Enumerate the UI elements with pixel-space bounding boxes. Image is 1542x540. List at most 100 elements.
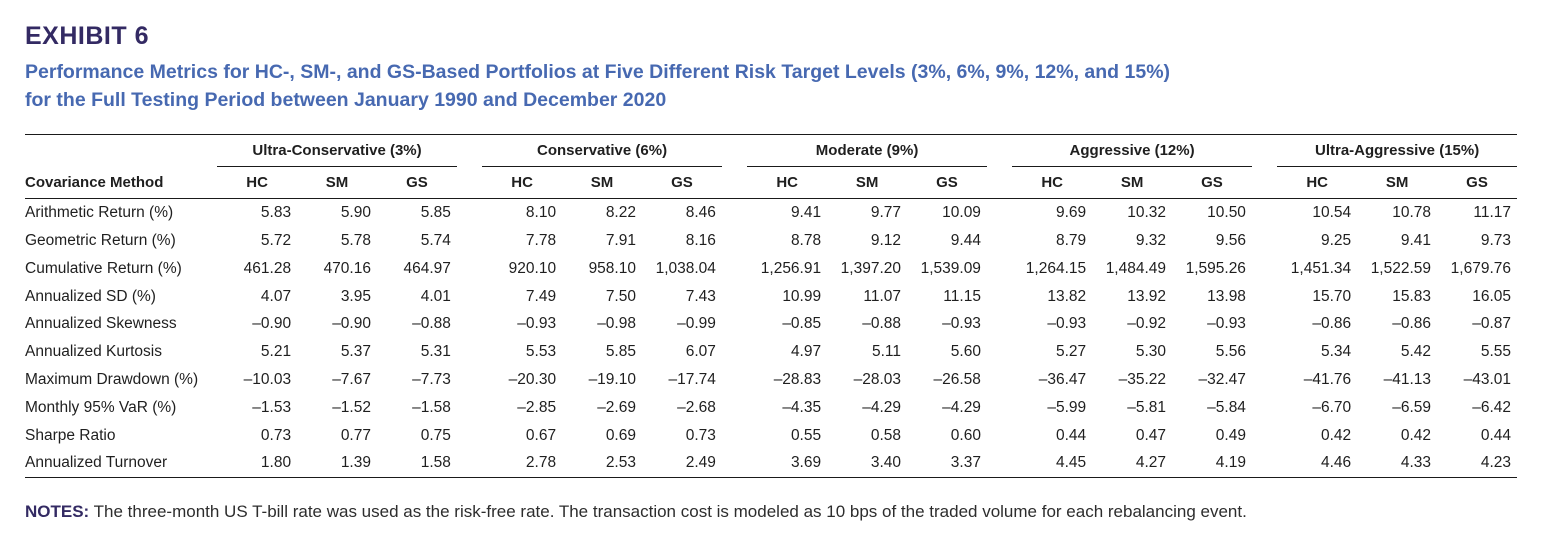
metric-value: 5.34 xyxy=(1320,343,1352,361)
metric-value: 0.58 xyxy=(870,426,902,444)
metric-value: –20.30 xyxy=(508,371,557,389)
exhibit-title-line2: for the Full Testing Period between Janu… xyxy=(25,88,667,111)
metric-value: 13.82 xyxy=(1047,287,1087,305)
metric-value: –0.86 xyxy=(1312,315,1352,333)
metric-value: 4.45 xyxy=(1012,449,1093,479)
table-row: Annualized Kurtosis 5.21 5.37 5.31 5.53 5.85 6… xyxy=(25,338,1517,366)
column-spacer xyxy=(457,394,482,422)
column-spacer xyxy=(721,166,748,200)
metric-value: –1.58 xyxy=(412,398,451,416)
table-row: Sharpe Ratio 0.73 0.77 0.75 0.67 0.69 0.73 0.55… xyxy=(25,422,1517,450)
metric-value: 0.44 xyxy=(1055,426,1087,444)
metric-value: 5.31 xyxy=(420,343,451,361)
metric-value: 1,264.15 xyxy=(1025,259,1087,277)
group-header-ultra-aggressive: Ultra-Aggressive (15%) xyxy=(1277,134,1517,168)
exhibit-label: EXHIBIT 6 xyxy=(25,22,149,50)
subcol-header: HC xyxy=(747,166,828,200)
column-spacer xyxy=(1252,199,1277,227)
subcol-header: HC xyxy=(217,166,298,200)
metric-value: 11.17 xyxy=(1473,204,1511,222)
column-spacer xyxy=(457,311,482,339)
metric-value: 1,484.49 xyxy=(1105,259,1167,277)
metric-value: 0.73 xyxy=(260,426,292,444)
metric-value: 5.85 xyxy=(605,343,636,361)
metric-value: 0.73 xyxy=(685,426,716,444)
metric-value: 6.07 xyxy=(685,343,716,361)
group-header-conservative: Conservative (6%) xyxy=(482,134,722,168)
metric-value: 4.46 xyxy=(1277,449,1358,479)
metric-value: 4.01 xyxy=(420,287,451,305)
metric-value: 9.41 xyxy=(790,204,822,222)
sub-header-row: Covariance Method HC SM GS HC SM GS HC S… xyxy=(25,166,1517,200)
metric-value: 13.98 xyxy=(1207,287,1246,305)
metric-value: 5.90 xyxy=(340,204,371,222)
metric-value: –0.88 xyxy=(862,315,902,333)
column-spacer xyxy=(722,394,747,422)
metric-value: 15.70 xyxy=(1312,287,1352,305)
metric-value: –0.85 xyxy=(782,315,822,333)
metric-value: 5.60 xyxy=(950,343,981,361)
table-row: Arithmetic Return (%) 5.83 5.90 5.85 8.10 8.2… xyxy=(25,199,1517,227)
table-row: Annualized Skewness –0.90 –0.90 –0.88 –0.93 –… xyxy=(25,311,1517,339)
metric-value: –4.29 xyxy=(862,398,902,416)
column-spacer xyxy=(987,283,1012,311)
metric-value: 1,256.91 xyxy=(760,259,822,277)
metric-value: 5.74 xyxy=(420,232,451,250)
metric-value: 9.25 xyxy=(1320,232,1352,250)
metric-value: –6.59 xyxy=(1392,398,1432,416)
metric-value: –10.03 xyxy=(243,371,292,389)
column-spacer xyxy=(722,255,747,283)
exhibit-title: Performance Metrics for HC-, SM-, and GS… xyxy=(25,59,1517,114)
metric-value: –4.35 xyxy=(782,398,822,416)
subcol-header: GS xyxy=(1172,166,1252,200)
metric-value: –36.47 xyxy=(1038,371,1087,389)
table-body: Arithmetic Return (%) 5.83 5.90 5.85 8.10 8.2… xyxy=(25,199,1517,479)
row-header-label: Covariance Method xyxy=(25,166,218,200)
column-spacer xyxy=(1252,311,1277,339)
column-spacer xyxy=(987,135,1012,167)
metric-value: 4.19 xyxy=(1172,449,1252,479)
metric-value: 7.49 xyxy=(525,287,557,305)
table-row: Maximum Drawdown (%) –10.03 –7.67 –7.73 –20.… xyxy=(25,366,1517,394)
column-spacer xyxy=(1251,449,1278,479)
metric-value: 1,679.76 xyxy=(1450,259,1511,277)
table-row: Cumulative Return (%) 461.28 470.16 464.97 9… xyxy=(25,255,1517,283)
metric-value: 11.15 xyxy=(943,287,981,305)
metric-value: –0.98 xyxy=(597,315,636,333)
metric-value: 16.05 xyxy=(1472,287,1511,305)
metric-value: 9.32 xyxy=(1135,232,1167,250)
subcol-header: GS xyxy=(1437,166,1517,200)
row-label: Monthly 95% VaR (%) xyxy=(25,398,177,416)
metric-value: 9.69 xyxy=(1055,204,1087,222)
column-spacer xyxy=(722,366,747,394)
row-label: Annualized SD (%) xyxy=(25,287,156,305)
metric-value: 9.77 xyxy=(870,204,902,222)
metric-value: 0.42 xyxy=(1400,426,1432,444)
row-label: Annualized Kurtosis xyxy=(25,343,162,361)
row-label: Maximum Drawdown (%) xyxy=(25,371,199,389)
metric-value: –7.73 xyxy=(412,371,451,389)
metric-value: –5.84 xyxy=(1207,398,1246,416)
column-spacer xyxy=(456,449,483,479)
metric-value: –4.29 xyxy=(942,398,981,416)
metric-value: 8.78 xyxy=(790,232,822,250)
column-spacer xyxy=(1252,227,1277,255)
metric-value: –19.10 xyxy=(588,371,636,389)
metric-value: 5.55 xyxy=(1480,343,1511,361)
table-row: Annualized SD (%) 4.07 3.95 4.01 7.49 7.50 7.4… xyxy=(25,283,1517,311)
column-spacer xyxy=(456,166,483,200)
metric-value: 5.42 xyxy=(1400,343,1432,361)
performance-table: Ultra-Conservative (3%) Conservative (6%… xyxy=(25,134,1517,479)
metric-value: 0.75 xyxy=(420,426,451,444)
metric-value: 5.21 xyxy=(260,343,292,361)
row-label: Sharpe Ratio xyxy=(25,426,116,444)
column-spacer xyxy=(722,338,747,366)
metric-value: 4.23 xyxy=(1437,449,1517,479)
group-header-moderate: Moderate (9%) xyxy=(747,134,987,168)
metric-value: –0.88 xyxy=(412,315,451,333)
column-spacer xyxy=(1252,394,1277,422)
metric-value: 1,038.04 xyxy=(655,259,716,277)
subcol-header: GS xyxy=(907,166,987,200)
metric-value: –0.99 xyxy=(677,315,716,333)
metric-value: 10.32 xyxy=(1127,204,1167,222)
